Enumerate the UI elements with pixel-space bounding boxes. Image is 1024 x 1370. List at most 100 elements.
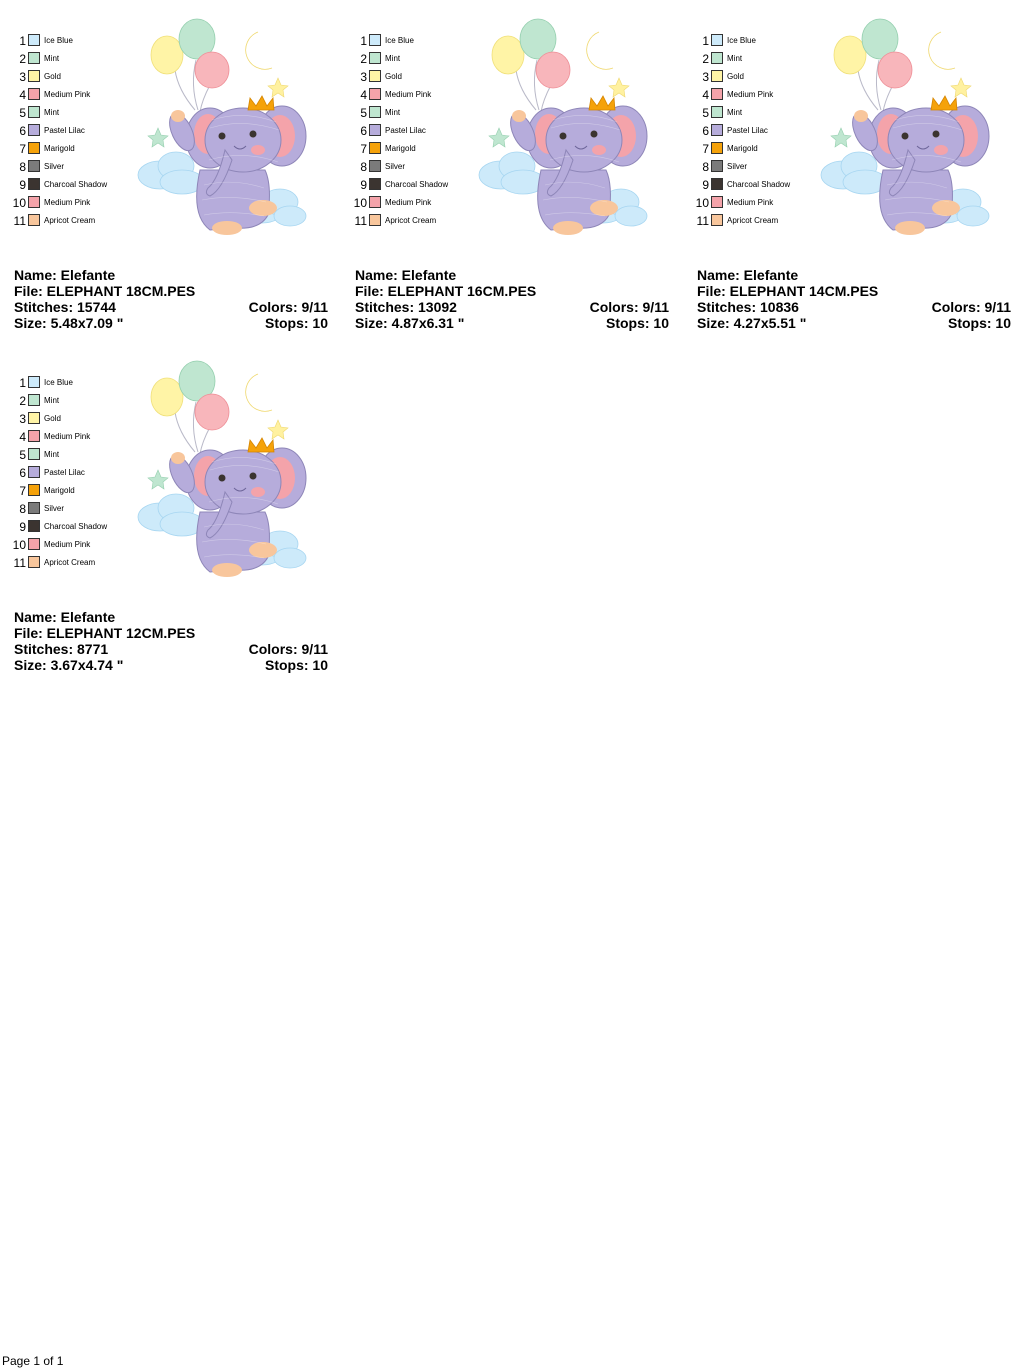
- thread-color-swatch: [369, 160, 381, 172]
- design-colors: Colors: 9/11: [931, 299, 1011, 315]
- design-file: File: ELEPHANT 18CM.PES: [14, 283, 196, 299]
- thread-number: 5: [360, 106, 367, 120]
- thread-color-swatch: [711, 34, 723, 46]
- thread-color-swatch: [711, 52, 723, 64]
- thread-color-swatch: [711, 88, 723, 100]
- thread-color-name: Pastel Lilac: [385, 126, 426, 135]
- design-colors: Colors: 9/11: [248, 299, 328, 315]
- thread-number: 6: [702, 124, 709, 138]
- thread-color-row: 1 Ice Blue: [0, 32, 120, 50]
- design-size: Size: 4.87x6.31 ": [355, 315, 465, 331]
- thread-color-name: Charcoal Shadow: [385, 180, 449, 189]
- thread-color-row: 7 Marigold: [0, 482, 120, 500]
- thread-color-row: 7 Marigold: [341, 140, 461, 158]
- elephant-embroidery-preview: [137, 360, 307, 577]
- thread-color-row: 7 Marigold: [683, 140, 803, 158]
- thread-color-name: Mint: [727, 108, 743, 117]
- thread-number: 7: [360, 142, 367, 156]
- thread-color-swatch: [28, 142, 40, 154]
- elephant-embroidery-preview: [478, 18, 648, 235]
- thread-color-swatch: [711, 214, 723, 226]
- thread-color-name: Medium Pink: [385, 198, 432, 207]
- thread-color-name: Marigold: [385, 144, 416, 153]
- thread-color-name: Charcoal Shadow: [44, 522, 108, 531]
- thread-color-name: Silver: [44, 162, 65, 171]
- thread-number: 3: [19, 412, 26, 426]
- thread-color-swatch: [28, 70, 40, 82]
- thread-color-name: Apricot Cream: [44, 216, 96, 225]
- thread-number: 9: [702, 178, 709, 192]
- thread-number: 2: [19, 52, 26, 66]
- thread-number: 5: [19, 448, 26, 462]
- thread-color-name: Mint: [385, 108, 401, 117]
- thread-color-name: Ice Blue: [44, 36, 73, 45]
- thread-color-swatch: [369, 214, 381, 226]
- thread-color-row: 11 Apricot Cream: [683, 212, 803, 230]
- thread-number: 9: [360, 178, 367, 192]
- thread-number: 8: [360, 160, 367, 174]
- thread-color-row: 11 Apricot Cream: [341, 212, 461, 230]
- thread-color-list: 1 Ice Blue 2 Mint 3 Gold 4 Medium Pink 5 Mint 6 Pas…: [683, 32, 803, 230]
- design-file: File: ELEPHANT 12CM.PES: [14, 625, 196, 641]
- design-colors: Colors: 9/11: [248, 641, 328, 657]
- thread-number: 2: [19, 394, 26, 408]
- thread-color-swatch: [28, 106, 40, 118]
- thread-color-name: Medium Pink: [44, 432, 91, 441]
- thread-color-name: Apricot Cream: [727, 216, 779, 225]
- thread-color-row: 2 Mint: [0, 392, 120, 410]
- design-size: Size: 4.27x5.51 ": [697, 315, 807, 331]
- thread-color-row: 1 Ice Blue: [0, 374, 120, 392]
- thread-color-swatch: [28, 556, 40, 568]
- design-name: Name: Elefante: [14, 267, 116, 283]
- design-stitches: Stitches: 13092: [355, 299, 457, 315]
- thread-color-name: Ice Blue: [385, 36, 414, 45]
- thread-color-row: 8 Silver: [0, 500, 120, 518]
- thread-color-swatch: [28, 34, 40, 46]
- thread-number: 4: [360, 88, 367, 102]
- thread-color-row: 5 Mint: [683, 104, 803, 122]
- thread-color-row: 1 Ice Blue: [683, 32, 803, 50]
- thread-color-swatch: [369, 52, 381, 64]
- thread-color-name: Gold: [727, 72, 744, 81]
- thread-color-swatch: [711, 160, 723, 172]
- thread-color-name: Charcoal Shadow: [44, 180, 108, 189]
- thread-color-swatch: [28, 412, 40, 424]
- thread-color-row: 3 Gold: [683, 68, 803, 86]
- thread-color-swatch: [711, 106, 723, 118]
- thread-color-name: Pastel Lilac: [44, 126, 85, 135]
- thread-color-name: Medium Pink: [385, 90, 432, 99]
- thread-color-row: 9 Charcoal Shadow: [683, 176, 803, 194]
- page-number: Page 1 of 1: [2, 1354, 64, 1368]
- thread-number: 5: [702, 106, 709, 120]
- thread-number: 4: [19, 430, 26, 444]
- thread-color-swatch: [711, 70, 723, 82]
- thread-color-swatch: [711, 178, 723, 190]
- thread-color-row: 4 Medium Pink: [341, 86, 461, 104]
- design-name: Name: Elefante: [14, 609, 116, 625]
- thread-color-swatch: [369, 196, 381, 208]
- thread-color-swatch: [28, 394, 40, 406]
- thread-number: 8: [702, 160, 709, 174]
- thread-number: 7: [702, 142, 709, 156]
- thread-color-row: 10 Medium Pink: [341, 194, 461, 212]
- thread-color-swatch: [28, 502, 40, 514]
- thread-color-list: 1 Ice Blue 2 Mint 3 Gold 4 Medium Pink 5 Mint 6 Pas…: [0, 32, 120, 230]
- thread-color-row: 3 Gold: [0, 68, 120, 86]
- thread-color-name: Mint: [727, 54, 743, 63]
- thread-color-list: 1 Ice Blue 2 Mint 3 Gold 4 Medium Pink 5 Mint 6 Pas…: [341, 32, 461, 230]
- thread-color-row: 6 Pastel Lilac: [0, 122, 120, 140]
- thread-number: 7: [19, 142, 26, 156]
- thread-number: 6: [360, 124, 367, 138]
- thread-color-row: 3 Gold: [0, 410, 120, 428]
- design-card-4: 1 Ice Blue 2 Mint 3 Gold 4 Medium Pink 5 Mint 6 Pas…: [0, 352, 328, 682]
- thread-color-row: 9 Charcoal Shadow: [341, 176, 461, 194]
- thread-number: 3: [360, 70, 367, 84]
- design-stitches: Stitches: 8771: [14, 641, 109, 657]
- thread-color-row: 4 Medium Pink: [683, 86, 803, 104]
- thread-color-row: 6 Pastel Lilac: [683, 122, 803, 140]
- thread-number: 8: [19, 502, 26, 516]
- design-name: Name: Elefante: [355, 267, 457, 283]
- thread-color-row: 8 Silver: [683, 158, 803, 176]
- thread-color-row: 8 Silver: [0, 158, 120, 176]
- design-stops: Stops: 10: [264, 657, 328, 673]
